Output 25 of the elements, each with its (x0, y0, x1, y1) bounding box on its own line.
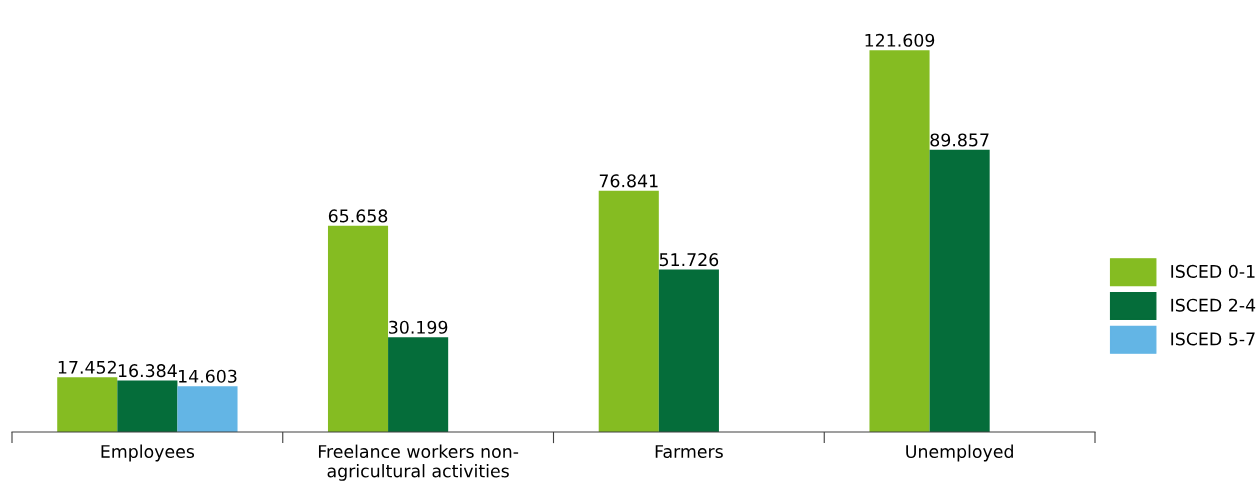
data-label: 17.452 (58, 360, 116, 374)
bar (929, 149, 990, 432)
bar (869, 50, 930, 432)
data-label: 76.841 (599, 174, 658, 188)
bar (658, 269, 719, 432)
bar (327, 225, 389, 432)
bar (177, 386, 238, 432)
data-label: 14.603 (179, 369, 237, 383)
bar (388, 337, 449, 432)
data-label: 121.609 (865, 33, 935, 47)
x-tick-label: Farmers (655, 445, 723, 459)
data-label: 30.199 (389, 320, 448, 334)
bar (598, 190, 659, 432)
bar (117, 380, 178, 432)
data-label: 89.857 (930, 133, 989, 147)
legend-label: ISCED 2-4 (1171, 298, 1256, 312)
x-tick-label: Unemployed (906, 444, 1013, 462)
legend-label: ISCED 0-1 (1171, 264, 1255, 278)
data-label: 16.384 (118, 364, 177, 378)
bar (57, 377, 118, 432)
x-tick-label: Freelance workers non- agricultural activities (318, 444, 519, 481)
data-label: 51.726 (659, 253, 719, 267)
legend-label: ISCED 5-7 (1171, 332, 1255, 346)
x-tick-label: Employees (101, 444, 195, 462)
data-label: 65.658 (328, 209, 388, 223)
